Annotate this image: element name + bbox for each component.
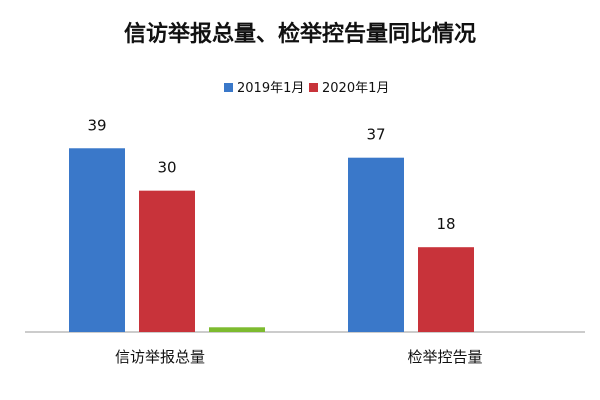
- bar-0-2: [209, 327, 265, 332]
- data-label-0-0: 39: [87, 116, 106, 134]
- bar-0-0: [69, 148, 125, 332]
- legend-label-2019: 2019年1月: [237, 81, 304, 96]
- bar-1-0: [348, 157, 404, 332]
- data-labels: 39 30 37 18: [87, 116, 455, 233]
- bars: [69, 148, 474, 332]
- data-label-1-0: 37: [366, 126, 385, 144]
- category-label-1: 检举控告量: [407, 348, 482, 366]
- bar-1-1: [418, 247, 474, 332]
- legend-swatch-2020: [309, 83, 318, 92]
- legend-swatch-2019: [224, 83, 233, 92]
- legend-label-2020: 2020年1月: [322, 81, 389, 96]
- category-label-0: 信访举报总量: [115, 348, 205, 366]
- legend: 2019年1月 2020年1月: [224, 81, 389, 96]
- data-label-0-1: 30: [157, 159, 176, 177]
- bar-0-1: [139, 190, 195, 332]
- chart-title: 信访举报总量、检举控告量同比情况: [124, 21, 476, 47]
- data-label-1-1: 18: [436, 215, 455, 233]
